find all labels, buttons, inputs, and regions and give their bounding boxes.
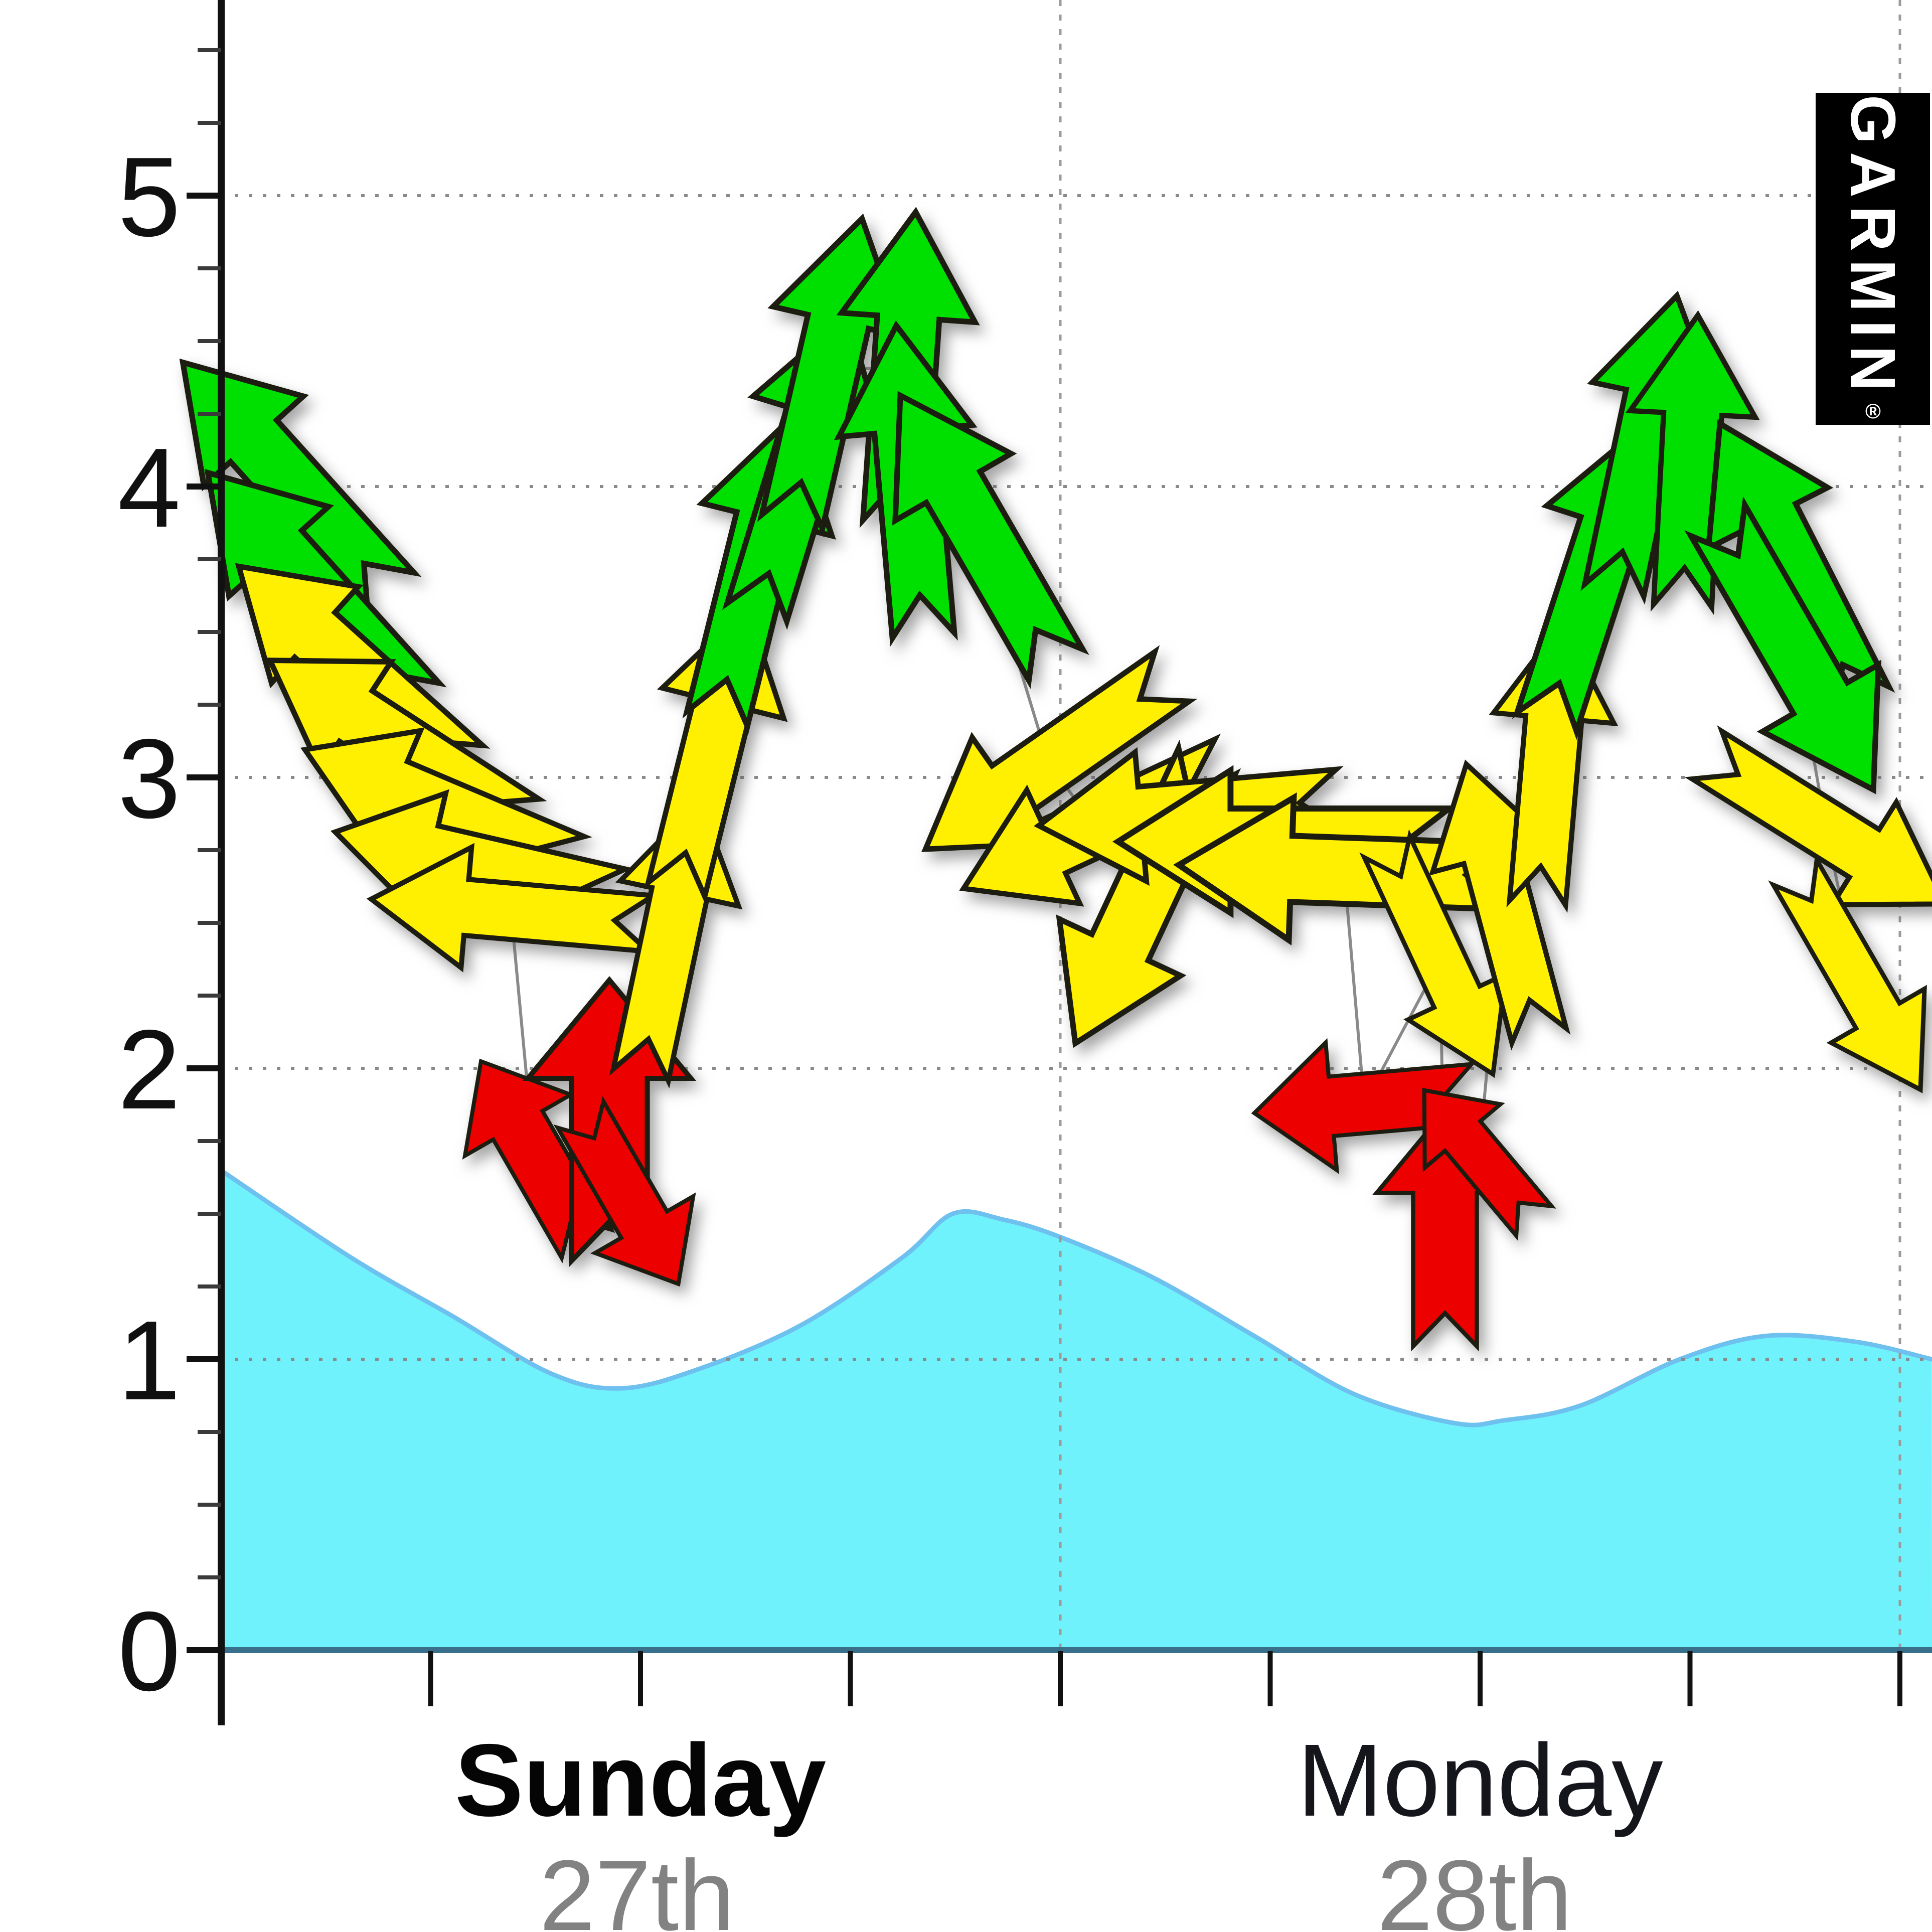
wind-arrow-shape xyxy=(1768,853,1927,1093)
x-axis-ticks xyxy=(428,1651,1902,1706)
wind-arrow-yellow xyxy=(366,843,662,973)
wind-arrow-shape xyxy=(1684,496,1882,794)
y-axis xyxy=(187,0,225,1725)
date-label-28th: 28th xyxy=(1377,1840,1572,1932)
y-tick-label-0: 0 xyxy=(118,1588,181,1714)
y-tick-label-2: 2 xyxy=(118,1006,181,1133)
y-tick-label-1: 1 xyxy=(118,1297,181,1423)
garmin-logo-text: GARMIN® xyxy=(1838,95,1908,423)
wind-arrow-green xyxy=(1684,496,1882,794)
wind-arrow-green xyxy=(1705,419,1895,724)
tide-area-fill xyxy=(221,1170,1932,1650)
wind-arrow-red xyxy=(1422,1087,1556,1241)
wind-arrow-red xyxy=(553,1096,696,1287)
date-label-27th: 27th xyxy=(539,1840,734,1932)
wind-arrow-shape xyxy=(553,1096,696,1287)
wind-direction-arrows xyxy=(179,207,1932,1352)
wind-arrow-yellow xyxy=(1768,853,1927,1093)
garmin-logo: GARMIN® xyxy=(1816,93,1930,425)
wind-arrow-shape xyxy=(1625,310,1760,615)
y-tick-label-5: 5 xyxy=(118,133,181,260)
wind-arrow-shape xyxy=(1705,419,1895,724)
y-tick-label-3: 3 xyxy=(118,715,181,842)
x-axis-day-labels: Sunday 27th Monday 28th xyxy=(455,1723,1663,1932)
y-axis-labels: 0 1 2 3 4 5 xyxy=(118,133,181,1714)
registered-trademark-icon: ® xyxy=(1861,399,1885,423)
day-label-monday: Monday xyxy=(1297,1723,1663,1838)
day-label-sunday: Sunday xyxy=(455,1723,826,1838)
wind-arrow-shape xyxy=(366,843,662,973)
wind-arrow-shape xyxy=(892,391,1089,689)
y-tick-label-4: 4 xyxy=(118,424,181,551)
wind-arrow-green xyxy=(892,391,1089,689)
wind-arrow-shape xyxy=(1422,1087,1556,1241)
wind-arrow-green xyxy=(1625,310,1760,615)
tide-area xyxy=(218,1168,1932,1650)
